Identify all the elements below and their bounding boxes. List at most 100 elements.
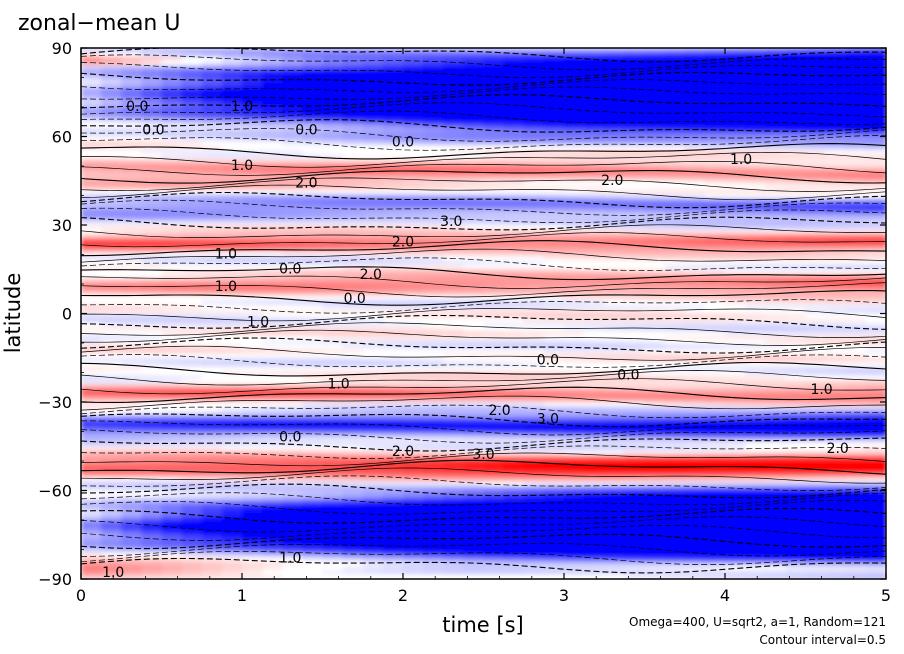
field-cell (483, 238, 505, 244)
field-cell (644, 534, 666, 540)
positive-contour-line (81, 378, 886, 395)
field-cell (81, 539, 102, 545)
field-cell (483, 481, 505, 487)
positive-contour-line (81, 361, 886, 377)
field-cell (382, 534, 404, 540)
field-cell (322, 543, 344, 549)
field-cell (423, 508, 444, 514)
field-cell (543, 556, 565, 562)
field-cell (221, 517, 243, 522)
field-cell (564, 180, 585, 186)
field-cell (141, 499, 163, 505)
field-cell (101, 503, 122, 509)
field-cell (745, 154, 766, 160)
field-cell (181, 521, 203, 527)
field-cell (141, 543, 163, 549)
field-cell (523, 83, 545, 89)
field-cell (684, 450, 706, 456)
field-cell (765, 247, 786, 253)
field-cell (765, 114, 786, 120)
field-cell (564, 548, 585, 553)
field-cell (503, 194, 525, 199)
field-cell (664, 565, 686, 571)
field-cell (242, 269, 263, 275)
field-cell (141, 163, 163, 169)
field-cell (342, 87, 364, 93)
field-cell (624, 410, 646, 416)
field-cell (765, 136, 786, 142)
field-cell (302, 140, 324, 146)
field-cell (121, 468, 142, 474)
field-cell (543, 233, 565, 239)
field-cell (523, 486, 545, 492)
field-cell (725, 410, 746, 416)
field-cell (845, 132, 867, 138)
field-cell (845, 490, 867, 496)
field-cell (684, 556, 706, 562)
field-cell (201, 357, 223, 363)
field-cell (121, 446, 142, 452)
field-cell (423, 287, 444, 292)
field-cell (121, 348, 142, 354)
field-cell (523, 110, 545, 115)
field-cell (302, 149, 324, 155)
field-cell (81, 309, 102, 315)
field-cell (765, 441, 786, 447)
field-cell (765, 317, 786, 323)
field-cell (101, 313, 122, 319)
field-cell (584, 171, 605, 177)
field-cell (81, 561, 102, 567)
field-cell (503, 481, 525, 487)
negative-contour-line (81, 79, 886, 93)
field-cell (302, 371, 324, 376)
field-cell (342, 552, 364, 558)
field-cell (564, 229, 585, 235)
field-cell (443, 70, 464, 76)
field-cell (121, 145, 142, 151)
field-cell (141, 61, 163, 67)
field-cell (282, 176, 303, 182)
field-cell (785, 282, 807, 288)
field-cell (141, 123, 163, 129)
field-cell (785, 225, 807, 230)
field-cell (443, 486, 464, 492)
negative-contour-line (81, 199, 886, 216)
field-cell (805, 366, 827, 372)
field-cell (161, 163, 183, 169)
field-cell (322, 517, 344, 522)
field-cell (704, 105, 726, 111)
field-cell (765, 269, 786, 275)
field-cell (564, 494, 585, 500)
field-cell (403, 565, 424, 571)
field-cell (181, 140, 203, 146)
field-cell (403, 96, 424, 102)
field-cell (181, 428, 203, 434)
field-cell (805, 216, 827, 222)
field-cell (644, 287, 666, 292)
field-cell (684, 393, 706, 399)
field-cell (181, 79, 203, 84)
field-cell (825, 393, 847, 399)
field-cell (745, 326, 766, 332)
field-cell (584, 202, 605, 208)
field-cell (664, 353, 686, 359)
field-cell (684, 530, 706, 536)
field-cell (503, 313, 525, 319)
field-cell (181, 163, 203, 169)
field-cell (121, 441, 142, 447)
field-cell (443, 309, 464, 315)
field-cell (865, 118, 886, 124)
field-cell (181, 472, 203, 478)
field-cell (221, 238, 243, 244)
field-cell (543, 229, 565, 235)
field-cell (745, 357, 766, 363)
field-cell (262, 402, 283, 407)
field-cell (523, 415, 545, 421)
field-cell (403, 185, 424, 191)
field-cell (403, 331, 424, 337)
field-cell (523, 167, 545, 173)
field-cell (121, 455, 142, 461)
field-cell (362, 92, 384, 98)
field-cell (664, 167, 686, 173)
field-cell (503, 353, 525, 359)
